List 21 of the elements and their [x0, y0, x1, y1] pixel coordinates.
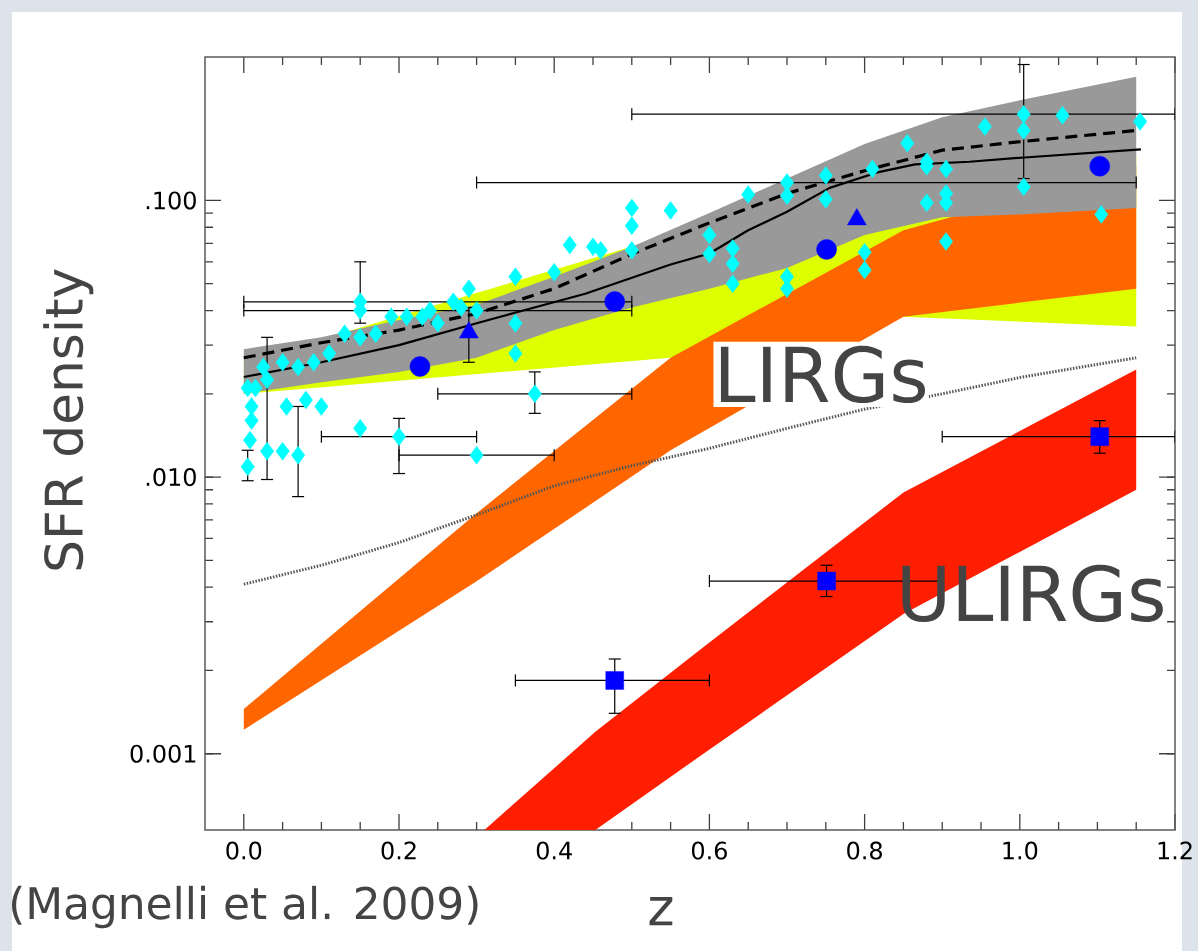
y-tick-label: 0.001 — [130, 744, 196, 763]
x-tick-label: 0.0 — [226, 841, 262, 860]
point — [604, 291, 625, 312]
point — [1089, 155, 1110, 177]
x-tick-label: 0.8 — [847, 841, 882, 860]
text: (Magnelli et al. 2009) — [11, 885, 478, 929]
point — [605, 671, 624, 690]
x-tick-label: 0.4 — [536, 841, 572, 860]
y-tick-label: .100 — [146, 191, 196, 210]
x-tick-label: 1.2 — [1158, 841, 1192, 860]
y-axis-title: SFR density — [43, 269, 94, 570]
x-tick-label: 0.6 — [691, 841, 727, 860]
x-tick-label: 0.2 — [381, 841, 416, 860]
point — [1090, 427, 1109, 446]
y-tick-label: .010 — [146, 468, 196, 487]
x-tick-label: 1.0 — [1003, 841, 1038, 860]
point — [816, 239, 837, 260]
point — [409, 356, 431, 377]
x-axis-title: z — [649, 897, 673, 926]
annotation: LIRGs — [720, 345, 926, 404]
point — [817, 571, 836, 591]
